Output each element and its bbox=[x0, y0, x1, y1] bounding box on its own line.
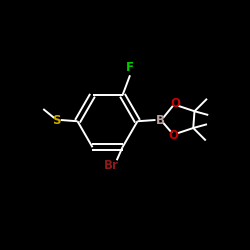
Text: O: O bbox=[169, 129, 179, 142]
Text: F: F bbox=[126, 61, 134, 74]
Text: B: B bbox=[156, 114, 164, 126]
Text: O: O bbox=[170, 97, 180, 110]
Text: Br: Br bbox=[104, 159, 119, 172]
Text: S: S bbox=[52, 114, 60, 126]
